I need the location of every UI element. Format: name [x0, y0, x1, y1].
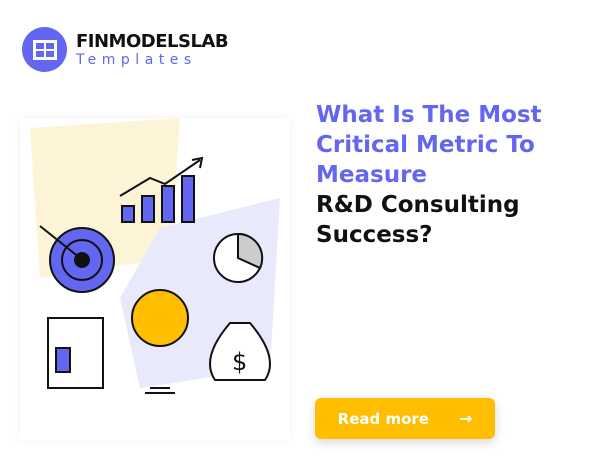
illustration-card: $: [20, 118, 290, 440]
title-highlight: What Is The Most Critical Metric To Meas…: [316, 102, 542, 188]
brand-subtitle: Templates: [76, 51, 197, 68]
read-more-button[interactable]: Read more →: [315, 398, 495, 439]
money-bag-icon: $: [209, 322, 271, 381]
lightbulb-icon: [131, 289, 189, 394]
title-rest: R&D Consulting Success?: [316, 192, 520, 248]
grid-icon: [22, 27, 67, 72]
arrow-right-icon: →: [458, 409, 473, 428]
brand-name: FINMODELSLAB: [76, 30, 229, 52]
metrics-illustration: $: [30, 118, 280, 394]
pie-chart-icon: [213, 232, 264, 283]
logo[interactable]: FINMODELSLAB Templates: [22, 27, 229, 72]
document-icon: [47, 317, 104, 389]
svg-text:$: $: [232, 348, 247, 376]
target-icon: [39, 225, 115, 293]
read-more-label: Read more: [337, 409, 429, 428]
page-title: What Is The Most Critical Metric To Meas…: [316, 100, 586, 250]
bar-chart-icon: [119, 156, 204, 223]
